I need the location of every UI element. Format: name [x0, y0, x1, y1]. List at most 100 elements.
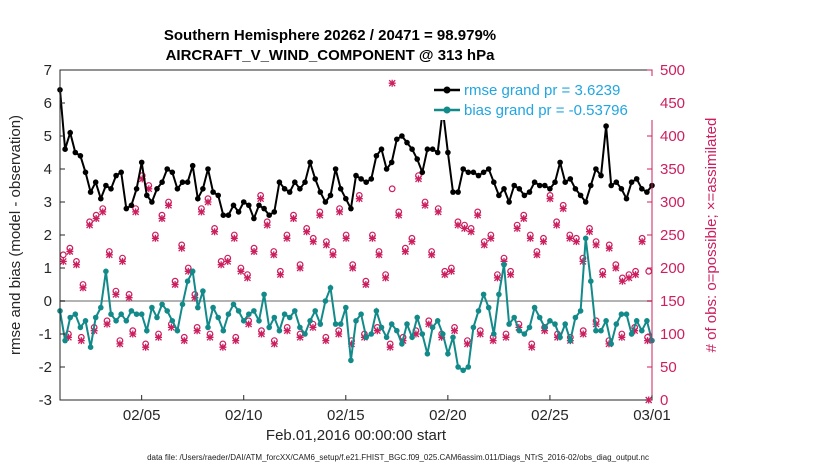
bias-data-point [623, 311, 630, 318]
rmse-data-point [256, 202, 262, 209]
obs-assimilated-marker [539, 238, 547, 246]
rmse-data-point [327, 192, 334, 199]
obs-assimilated-marker [546, 195, 554, 203]
rmse-data-point [598, 172, 604, 179]
rmse-data-point [383, 166, 390, 172]
obs-assimilated-marker [507, 271, 515, 279]
bias-data-point [103, 268, 109, 275]
bias-data-point [327, 285, 334, 291]
rmse-data-point [62, 146, 68, 152]
right-tick-label: 450 [660, 95, 685, 112]
bias-data-point [419, 331, 426, 337]
rmse-data-point [281, 186, 288, 192]
rmse-data-point [567, 176, 574, 182]
obs-assimilated-marker [493, 274, 501, 282]
obs-assimilated-marker [316, 211, 324, 219]
obs-assimilated-marker [428, 251, 436, 259]
obs-assimilated-marker [526, 234, 534, 242]
bias-data-point [450, 334, 456, 341]
bias-data-point [251, 308, 257, 314]
rmse-data-point [480, 169, 487, 176]
rmse-data-point [77, 153, 84, 159]
bias-data-point [210, 304, 216, 311]
obs-assimilated-marker [116, 340, 124, 348]
right-tick-label: 250 [660, 227, 685, 244]
rmse-data-point [276, 179, 283, 185]
bias-data-point [480, 291, 487, 298]
obs-assimilated-marker [59, 257, 67, 265]
obs-assimilated-marker [132, 208, 140, 216]
rmse-data-point [82, 169, 89, 176]
bias-data-point [378, 324, 385, 331]
obs-assimilated-marker [204, 198, 212, 206]
obs-assimilated-marker [322, 337, 330, 345]
obs-assimilated-marker [72, 261, 80, 269]
plot-area [57, 69, 655, 404]
legend-box [428, 76, 658, 120]
rmse-data-point [98, 195, 104, 202]
rmse-data-point [511, 182, 517, 189]
obs-assimilated-marker [579, 257, 587, 265]
left-tick-label: 2 [44, 227, 52, 244]
left-tick-label: -2 [39, 359, 52, 376]
rmse-data-point [332, 166, 339, 172]
bias-data-point [77, 324, 84, 331]
right-tick-label: 350 [660, 161, 685, 178]
left-tick-label: 7 [44, 62, 52, 79]
bias-data-point [531, 304, 538, 311]
rmse-data-point [317, 189, 324, 195]
obs-assimilated-marker [467, 228, 475, 236]
rmse-data-point [220, 212, 227, 218]
rmse-data-point [87, 189, 94, 195]
bias-data-point [577, 308, 584, 314]
obs-assimilated-marker [373, 327, 381, 335]
obs-assimilated-marker [129, 330, 137, 338]
obs-assimilated-marker [349, 264, 357, 272]
bias-data-point [256, 318, 262, 324]
legend-label-rmse: rmse grand pr = 3.6239 [464, 82, 620, 99]
rmse-data-point [251, 215, 257, 222]
obs-assimilated-marker [425, 320, 433, 328]
obs-assimilated-marker [79, 284, 87, 292]
rmse-data-point [639, 186, 645, 192]
obs-assimilated-marker [638, 238, 646, 246]
legend: rmse grand pr = 3.6239 bias grand pr = -… [428, 76, 658, 120]
bias-data-point [169, 318, 176, 324]
obs-assimilated-marker [180, 337, 188, 345]
bias-data-point [608, 341, 614, 347]
obs-assimilated-marker [395, 211, 403, 219]
bias-data-point [404, 321, 410, 327]
bias-data-point [235, 308, 242, 314]
x-tick-label: 02/10 [225, 407, 263, 424]
obs-assimilated-marker [474, 211, 482, 219]
obs-assimilated-marker [167, 323, 175, 331]
left-tick-label: 6 [44, 95, 52, 112]
obs-assimilated-marker [296, 333, 304, 341]
bias-data-point [149, 304, 155, 311]
obs-assimilated-marker [480, 241, 488, 249]
obs-assimilated-marker [64, 333, 72, 341]
obs-assimilated-marker [500, 257, 508, 265]
obs-assimilated-marker [579, 330, 587, 338]
rmse-data-point [215, 192, 221, 199]
obs-assimilated-marker [138, 175, 146, 183]
bias-data-point [225, 311, 232, 318]
rmse-data-point [562, 179, 568, 185]
bias-data-point [72, 311, 79, 318]
rmse-data-point [368, 176, 375, 182]
rmse-data-point [261, 205, 267, 212]
rmse-data-point [235, 209, 242, 215]
rmse-data-point [414, 156, 421, 162]
obs-assimilated-marker [103, 320, 111, 328]
rmse-data-point [312, 176, 319, 182]
rmse-data-point [353, 172, 359, 179]
x-tick-label: 02/15 [327, 407, 365, 424]
x-tick-label: 02/05 [123, 407, 161, 424]
right-y-axis: 0 50 100 150 200 250 300 350 400 450 500 [647, 62, 685, 409]
bias-data-point [501, 261, 507, 268]
bias-data-point [424, 351, 431, 357]
obs-assimilated-marker [618, 277, 626, 285]
bias-data-point [179, 301, 186, 308]
rmse-data-point [501, 186, 507, 192]
